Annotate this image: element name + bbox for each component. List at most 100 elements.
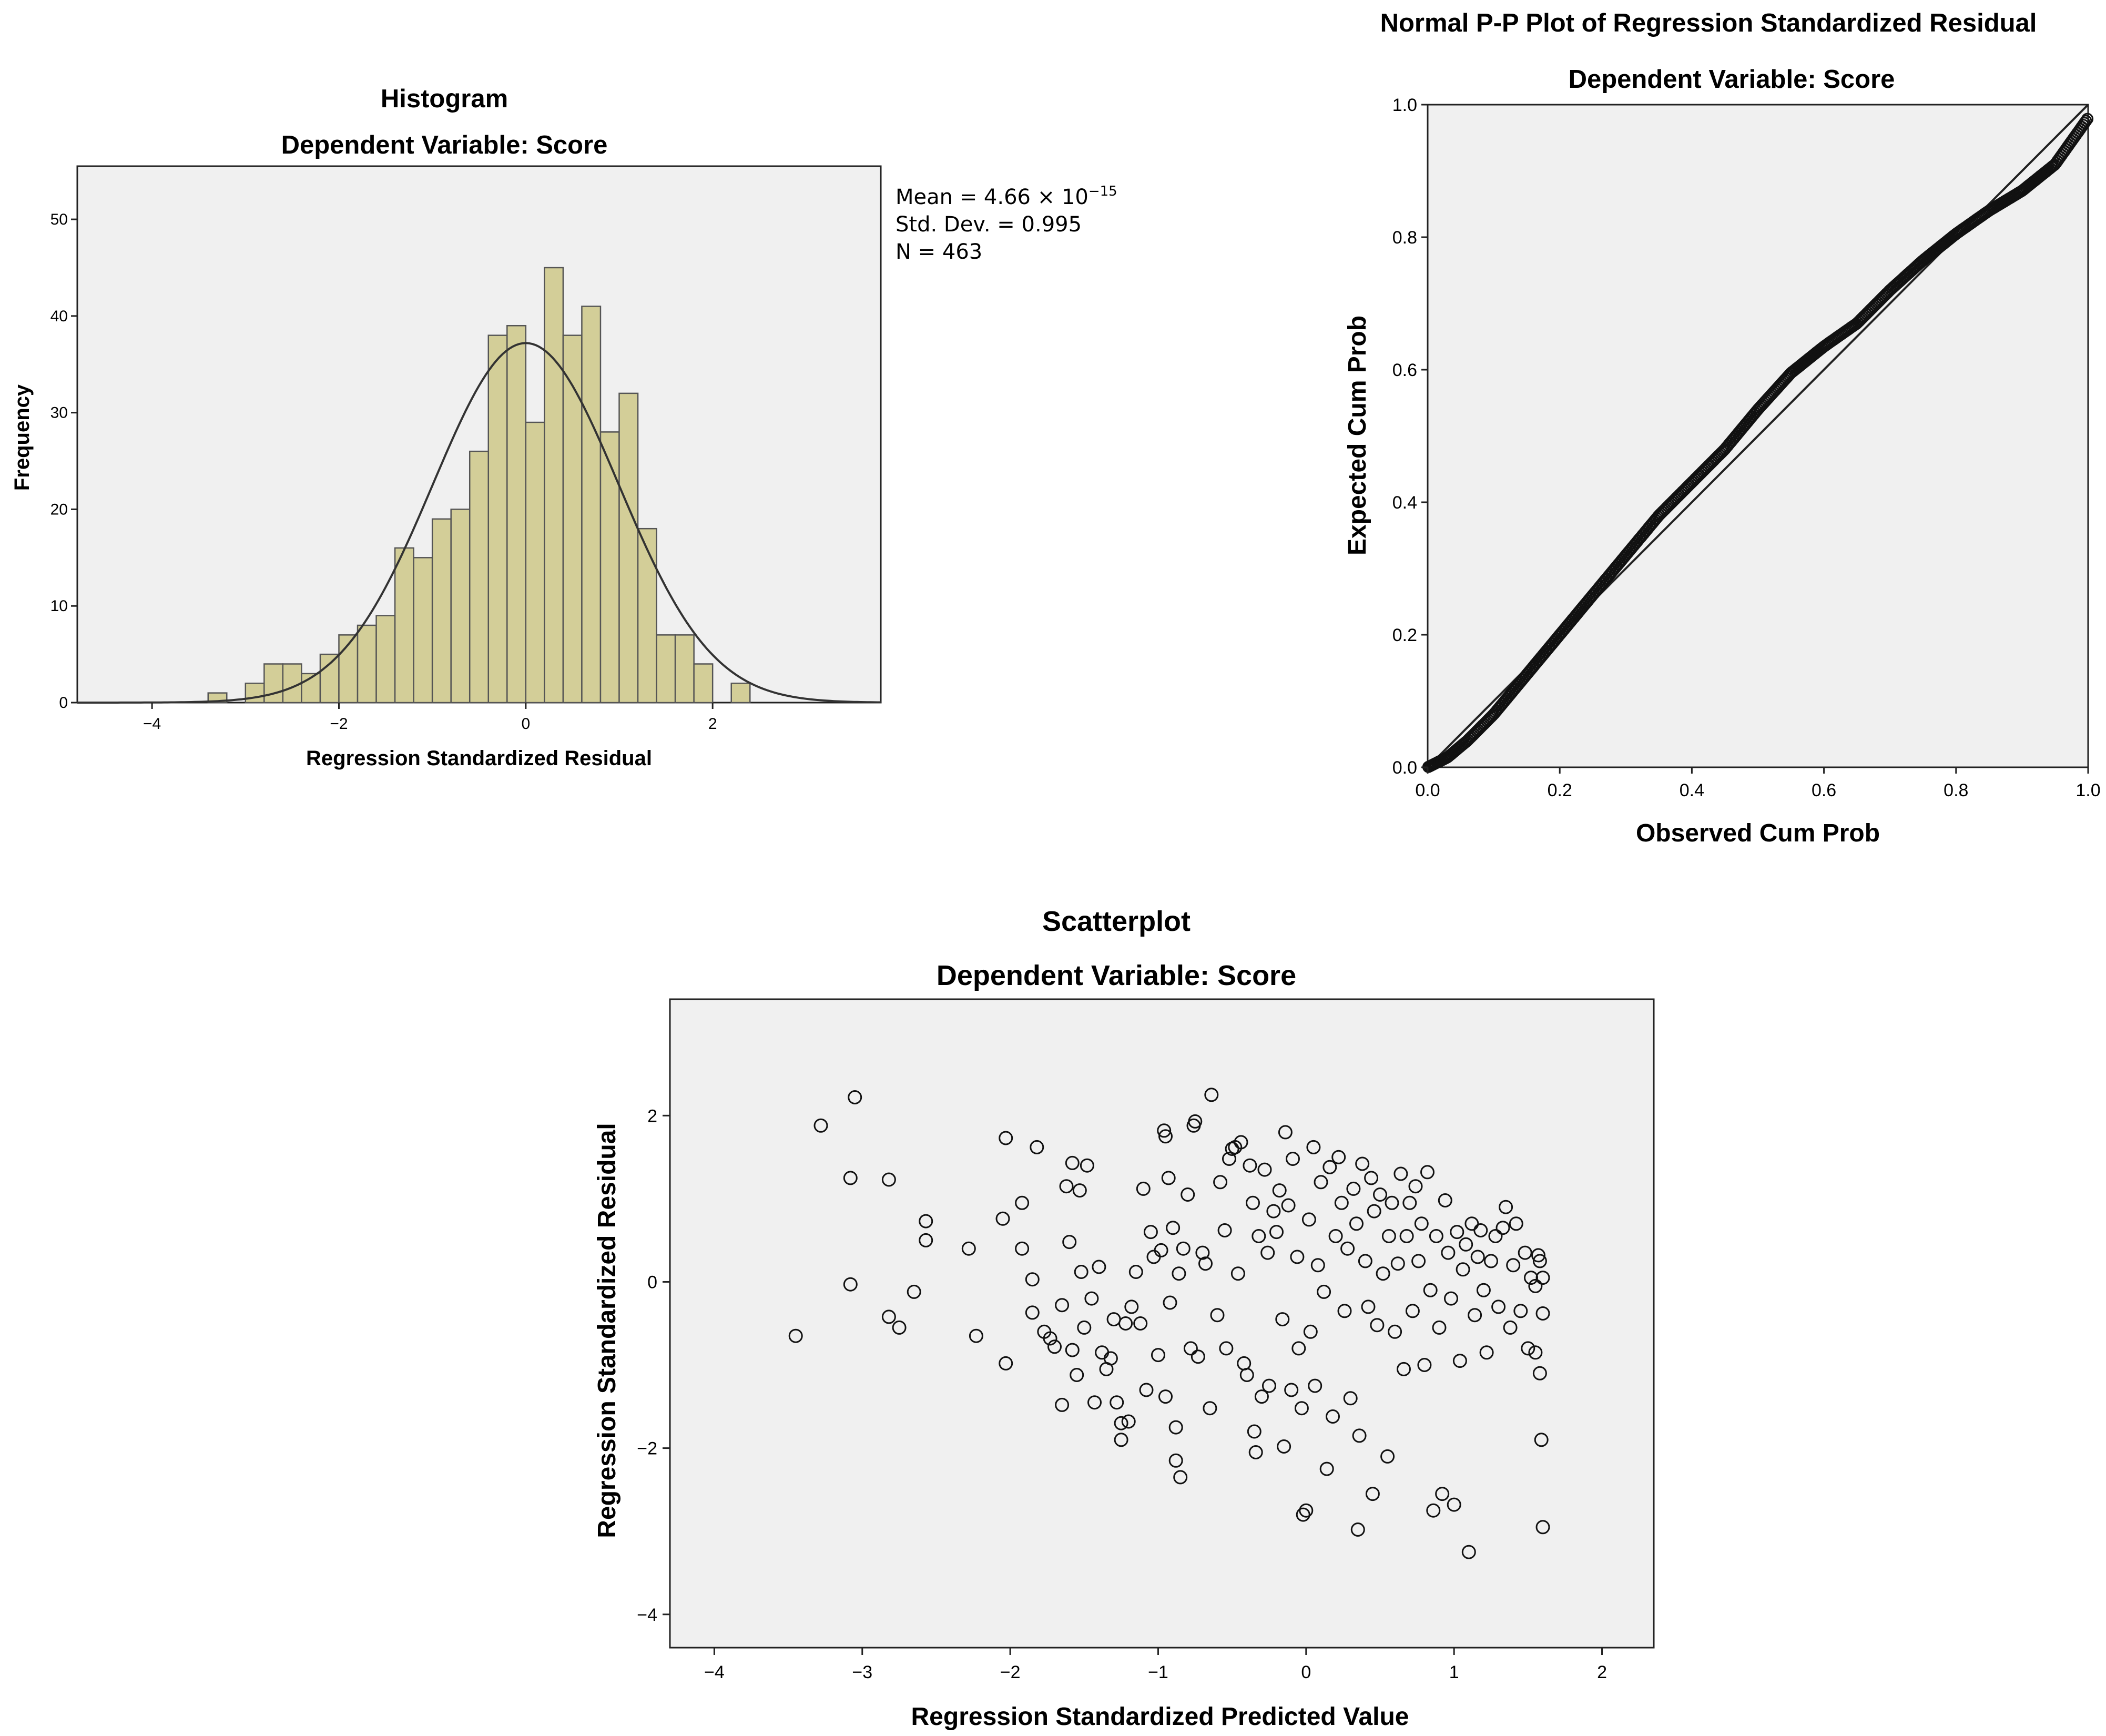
scatter-point xyxy=(1157,1123,1172,1138)
scatter-point xyxy=(1133,1316,1148,1331)
pp-plot-subtitle: Dependent Variable: Score xyxy=(1569,65,1895,94)
pp-point xyxy=(2080,115,2092,127)
scatter-y-axis-label: Regression Standardized Residual xyxy=(593,1123,621,1538)
x-tick-label: −4 xyxy=(704,1662,725,1682)
scatter-point xyxy=(1534,1433,1549,1447)
scatter-point xyxy=(1275,1312,1290,1327)
scatter-point xyxy=(1025,1305,1040,1320)
scatter-point xyxy=(1444,1291,1458,1306)
histogram-y-axis-label: Frequency xyxy=(11,384,34,491)
scatter-point xyxy=(1361,1300,1376,1314)
histogram-bar xyxy=(730,682,751,704)
scatter-x-ticks: −4 −3 −2 −1 0 1 2 xyxy=(704,1648,1607,1682)
scatter-point xyxy=(1452,1354,1467,1368)
scatter-point xyxy=(1414,1216,1429,1231)
scatter-point xyxy=(1284,1383,1299,1397)
scatter-point xyxy=(1181,1187,1195,1202)
histogram-subtitle: Dependent Variable: Score xyxy=(281,131,608,159)
scatter-point xyxy=(1308,1378,1322,1393)
scatter-point xyxy=(1303,1324,1318,1339)
histogram-stats-legend: Mean = 4.66 × 10−15 Std. Dev. = 0.995 N … xyxy=(896,184,1117,264)
scatter-point xyxy=(1326,1409,1340,1424)
scatter-point xyxy=(1532,1254,1547,1268)
scatter-point xyxy=(1166,1221,1181,1235)
x-tick-label: 0.2 xyxy=(1548,780,1572,800)
scatter-point xyxy=(1136,1181,1151,1196)
scatter-point xyxy=(892,1320,907,1335)
y-tick-label: 20 xyxy=(50,501,68,518)
scatter-point xyxy=(1435,1487,1450,1501)
scatter-point xyxy=(1337,1304,1352,1318)
scatter-point xyxy=(1168,1453,1183,1468)
scatter-point xyxy=(1188,1114,1203,1129)
y-tick-label: 40 xyxy=(50,308,68,325)
scatter-point xyxy=(1281,1198,1296,1213)
scatter-point xyxy=(1473,1223,1488,1237)
y-tick-label: 0.2 xyxy=(1392,625,1417,645)
histogram-x-axis-label: Regression Standardized Residual xyxy=(306,747,652,770)
scatter-point xyxy=(1080,1158,1094,1173)
scatter-point xyxy=(1495,1221,1510,1235)
scatter-point xyxy=(1176,1241,1191,1256)
scatter-point xyxy=(1346,1181,1361,1196)
scatter-point xyxy=(999,1131,1013,1145)
y-tick-label: 0 xyxy=(647,1272,657,1292)
scatter-point xyxy=(1314,1175,1328,1190)
scatter-point xyxy=(1528,1345,1543,1360)
scatter-point xyxy=(1252,1229,1266,1243)
scatter-point xyxy=(1535,1520,1550,1535)
y-tick-label: 1.0 xyxy=(1392,95,1417,115)
scatter-point xyxy=(1114,1433,1128,1447)
scatter-point xyxy=(1364,1171,1379,1185)
scatter-point xyxy=(995,1211,1010,1226)
scatter-point xyxy=(1025,1272,1040,1287)
scatter-point xyxy=(919,1233,933,1247)
histogram-bar xyxy=(394,547,414,704)
y-tick-label: 0 xyxy=(59,694,68,712)
x-tick-label: 0 xyxy=(521,715,530,733)
scatter-point xyxy=(1110,1395,1124,1410)
scatter-point xyxy=(1503,1320,1518,1335)
scatter-point xyxy=(1484,1254,1498,1268)
scatter-point xyxy=(1254,1389,1269,1404)
scatter-point xyxy=(1248,1445,1263,1459)
histogram-normal-curve xyxy=(77,342,881,704)
scatter-point xyxy=(1062,1235,1077,1250)
scatter-point xyxy=(1092,1260,1106,1274)
scatter-point xyxy=(1429,1229,1443,1243)
stats-n-label: N = 463 xyxy=(896,240,982,264)
x-tick-label: 0.6 xyxy=(1812,780,1836,800)
scatter-point xyxy=(1397,1362,1411,1376)
scatter-point xyxy=(1158,1129,1173,1144)
scatter-point xyxy=(1291,1341,1306,1356)
histogram-bar xyxy=(693,663,714,704)
stats-sd-label: Std. Dev. = 0.995 xyxy=(896,212,1082,237)
scatter-point xyxy=(1402,1195,1417,1210)
scatter-point xyxy=(1246,1195,1260,1210)
scatter-point xyxy=(1476,1283,1491,1297)
scatter-point xyxy=(1163,1295,1177,1310)
scatter-point xyxy=(1479,1345,1494,1360)
scatter-point xyxy=(1509,1216,1523,1231)
x-tick-label: 0.0 xyxy=(1415,780,1440,800)
scatter-point xyxy=(1065,1155,1080,1170)
x-tick-label: 0.8 xyxy=(1944,780,1968,800)
scatter-point xyxy=(1322,1160,1337,1174)
scatter-y-ticks: −4 −2 0 2 xyxy=(637,1106,670,1625)
scatter-point xyxy=(1191,1349,1205,1364)
scatterplot-chart: Scatterplot Dependent Variable: Score −4… xyxy=(593,906,1655,1731)
scatter-point xyxy=(1124,1300,1139,1314)
pp-y-axis-label: Expected Cum Prob xyxy=(1344,316,1371,555)
scatter-point xyxy=(1470,1250,1485,1264)
scatter-point xyxy=(1350,1522,1365,1537)
scatter-point xyxy=(1070,1368,1084,1382)
x-tick-label: 2 xyxy=(708,715,717,733)
scatter-point xyxy=(1301,1212,1316,1227)
scatter-point xyxy=(1390,1256,1405,1271)
scatter-point xyxy=(813,1118,828,1133)
scatter-point xyxy=(1328,1229,1343,1243)
scatter-point xyxy=(1461,1545,1476,1559)
x-tick-label: 2 xyxy=(1597,1662,1607,1682)
scatter-point xyxy=(969,1328,983,1343)
